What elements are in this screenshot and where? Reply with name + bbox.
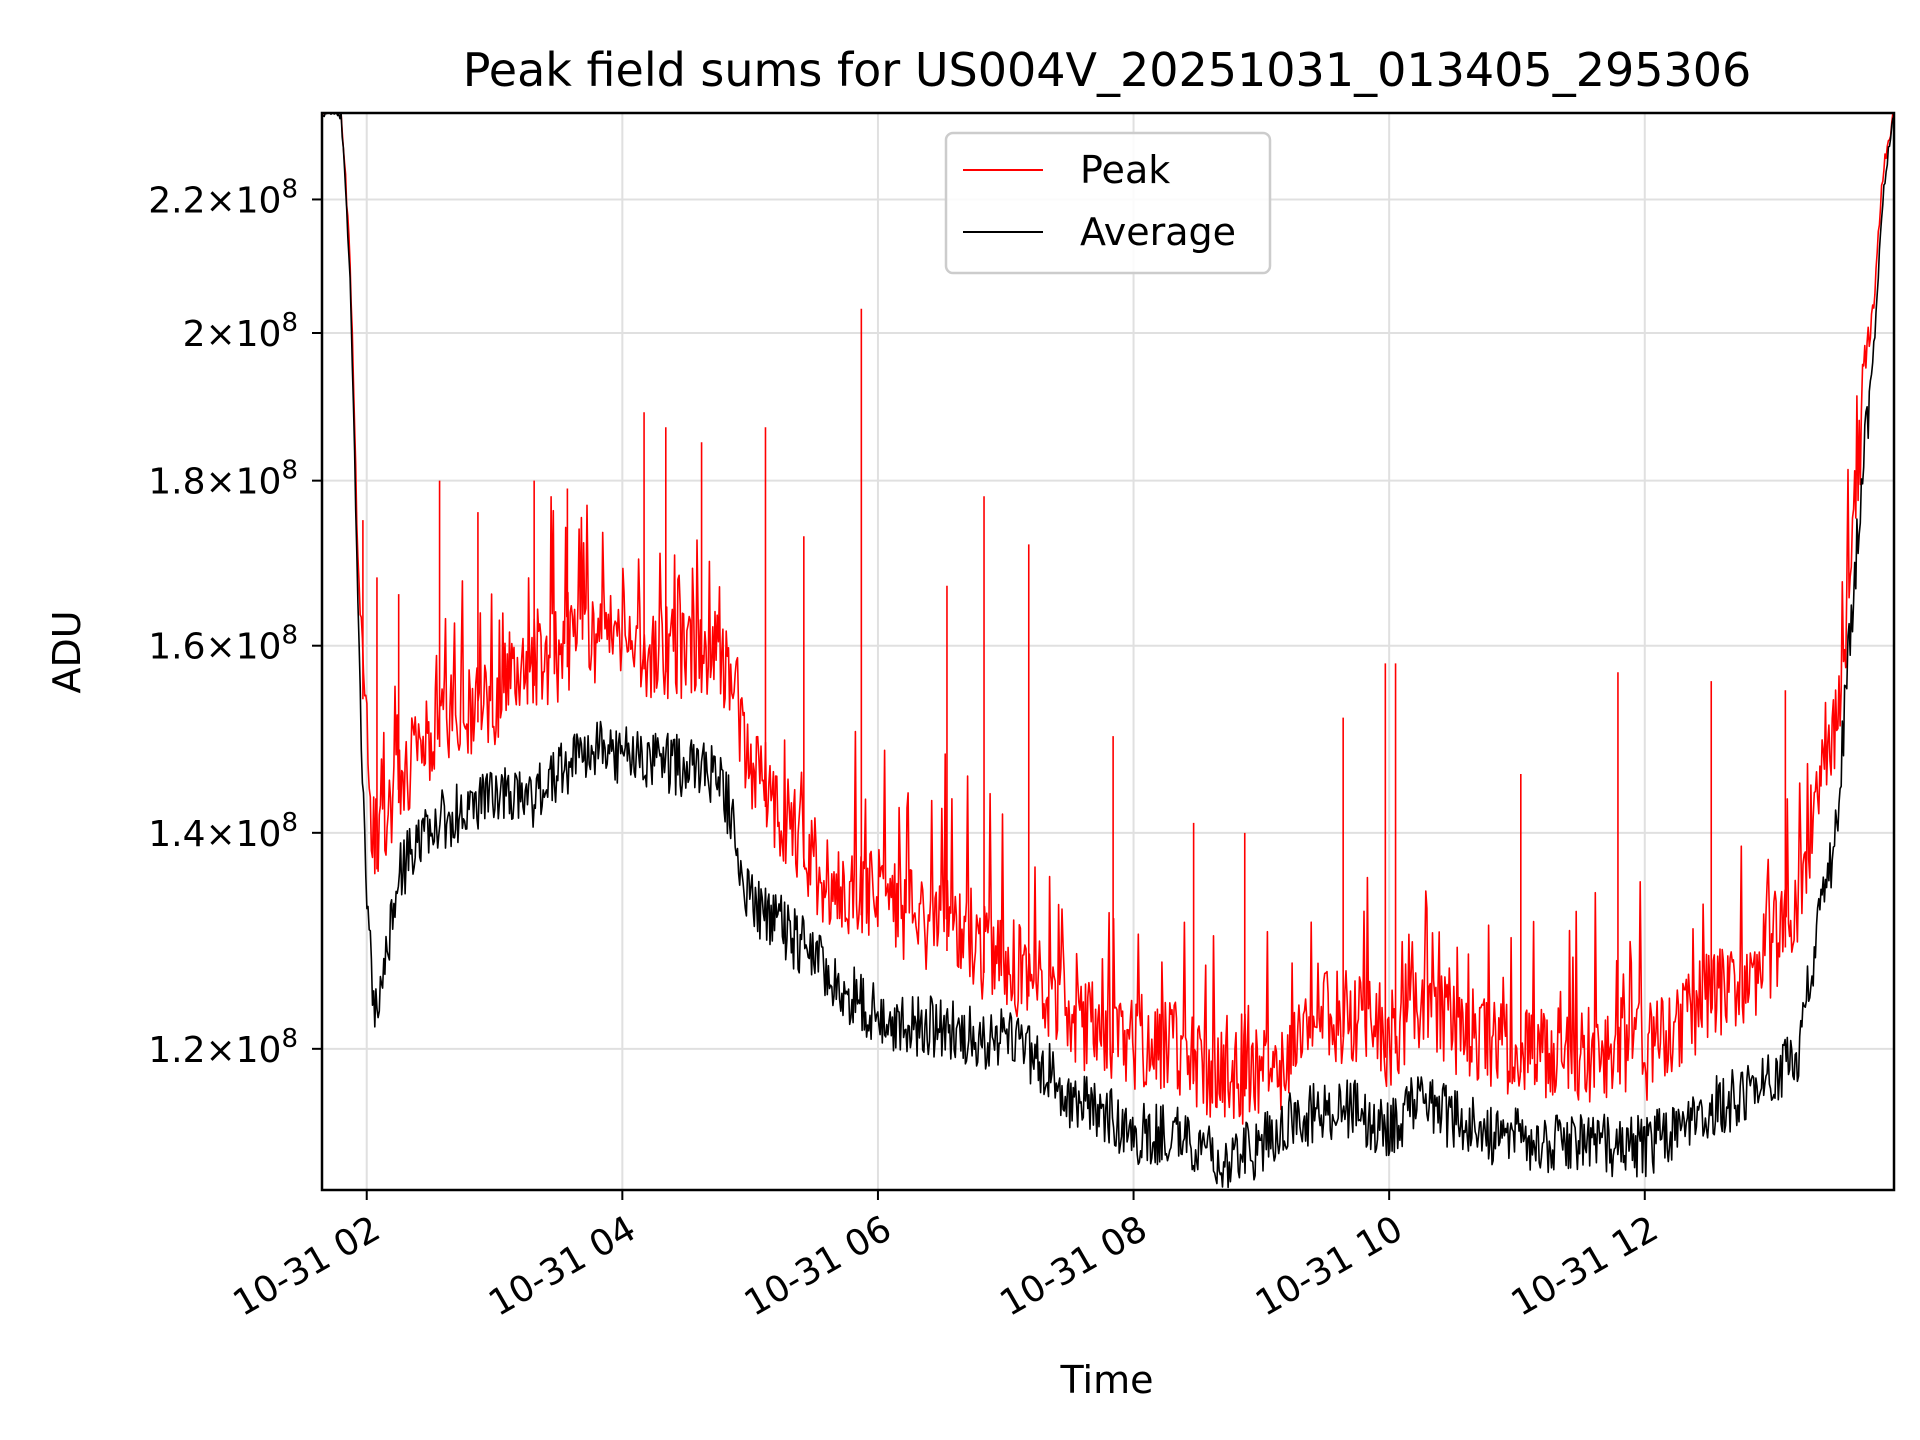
y-tick-label: 2.2×108: [148, 174, 298, 221]
y-axis-label: ADU: [45, 610, 89, 693]
y-tick-label: 1.8×108: [148, 456, 298, 503]
y-axis: 1.2×108 1.4×108 1.6×108 1.8×108 2×108 2.2×108: [148, 174, 322, 1071]
y-tick-label: 2×108: [183, 308, 298, 355]
y-tick-label: 1.2×108: [148, 1024, 298, 1071]
legend-peak-label: Peak: [1080, 148, 1170, 192]
legend-box: [944, 131, 1272, 275]
plot-frame: [320, 111, 1896, 1192]
plot-series: [321, 112, 1895, 1189]
legend: Peak Average: [944, 131, 1272, 275]
series-peak-line: [321, 112, 1894, 1125]
y-tick-label: 1.4×108: [148, 808, 298, 855]
chart-title: Peak field sums for US004V_20251031_0134…: [463, 43, 1752, 97]
legend-average-label: Average: [1080, 210, 1236, 254]
x-axis-label: Time: [1060, 1358, 1154, 1402]
series-average-line: [321, 112, 1895, 1189]
y-tick-label: 1.6×108: [148, 621, 298, 668]
